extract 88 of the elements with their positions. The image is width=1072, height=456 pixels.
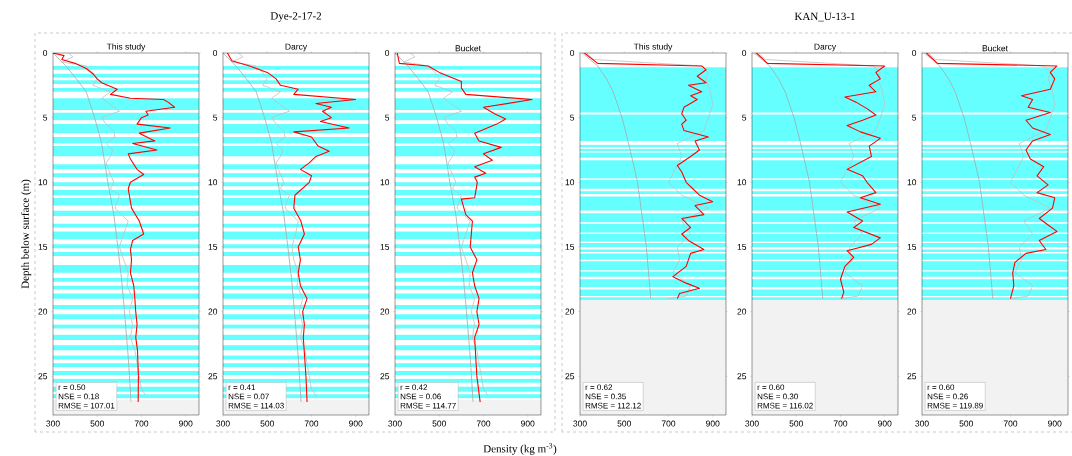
annotation: NSE = 0.35: [585, 393, 626, 400]
x-tick-label: 900: [706, 420, 720, 427]
y-tick-label: 15: [907, 243, 917, 250]
y-tick-label: 5: [213, 114, 218, 121]
y-tick-label: 25: [208, 373, 218, 380]
x-tick-label: 700: [134, 420, 149, 427]
x-tick-label: 900: [179, 420, 193, 427]
y-tick-label: 0: [570, 50, 575, 57]
annotation: RMSE = 107.01: [58, 402, 115, 409]
annotation: RMSE = 116.02: [757, 402, 813, 409]
x-tick-label: 500: [959, 420, 973, 427]
x-tick-label: 500: [432, 420, 446, 427]
x-tick-label: 300: [388, 420, 402, 427]
y-tick-label: 20: [737, 308, 747, 315]
x-tick-label: 900: [521, 420, 535, 427]
y-tick-label: 5: [570, 114, 575, 121]
y-tick-label: 15: [208, 243, 218, 250]
annotation: RMSE = 114.03: [228, 402, 284, 409]
y-tick-label: 20: [565, 308, 575, 315]
x-tick-label: 300: [915, 420, 929, 427]
x-tick-label: 700: [476, 420, 491, 427]
annotation: r = 0.60: [927, 384, 955, 391]
x-tick-label: 900: [349, 420, 363, 427]
y-tick-label: 5: [43, 114, 48, 121]
annotation: RMSE = 114.77: [400, 402, 456, 409]
y-tick-label: 20: [208, 308, 218, 315]
y-tick-label: 10: [380, 179, 390, 186]
y-tick-label: 15: [380, 243, 390, 250]
y-tick-label: 20: [38, 308, 48, 315]
x-tick-label: 700: [833, 420, 848, 427]
y-tick-label: 0: [742, 50, 747, 57]
chart-title: This study: [106, 43, 146, 52]
annotation: RMSE = 119.89: [927, 402, 983, 409]
x-tick-label: 900: [1048, 420, 1062, 427]
x-tick-label: 300: [573, 420, 587, 427]
chart-subtitle: Dye-2-17-2: [270, 12, 322, 22]
chart-title: Darcy: [814, 43, 837, 52]
y-tick-label: 20: [380, 308, 390, 315]
y-tick-label: 5: [385, 114, 390, 121]
y-tick-label: 0: [912, 50, 917, 57]
x-axis-title: Density (kg m$^{-3}$): [483, 443, 557, 455]
y-tick-label: 5: [912, 114, 917, 121]
y-axis-title: Depth below surface (m): [21, 179, 32, 289]
annotation: NSE = 0.30: [757, 393, 798, 400]
x-tick-label: 900: [878, 420, 892, 427]
y-tick-label: 25: [737, 373, 747, 380]
y-tick-label: 15: [737, 243, 747, 250]
x-tick-label: 500: [90, 420, 104, 427]
x-tick-label: 500: [617, 420, 631, 427]
y-tick-label: 15: [38, 243, 48, 250]
annotation: RMSE = 112.12: [585, 402, 641, 409]
y-tick-label: 25: [907, 373, 917, 380]
annotation: NSE = 0.07: [228, 393, 269, 400]
y-tick-label: 25: [38, 373, 48, 380]
y-tick-label: 0: [385, 50, 390, 57]
annotation: r = 0.41: [228, 384, 256, 391]
y-tick-label: 25: [565, 373, 575, 380]
annotation: NSE = 0.06: [400, 393, 441, 400]
chart-title: Bucket: [982, 45, 1008, 52]
y-tick-label: 10: [208, 179, 218, 186]
y-tick-label: 10: [38, 179, 48, 186]
annotation: NSE = 0.26: [927, 393, 968, 400]
x-tick-label: 300: [46, 420, 60, 427]
x-tick-label: 500: [260, 420, 274, 427]
x-tick-label: 300: [216, 420, 230, 427]
y-tick-label: 20: [907, 308, 917, 315]
chart-subtitle: KAN_U-13-1: [794, 12, 855, 22]
y-tick-label: 0: [43, 50, 48, 57]
annotation: r = 0.50: [58, 384, 86, 391]
y-tick-label: 5: [742, 114, 747, 121]
x-tick-label: 700: [304, 420, 319, 427]
x-tick-label: 700: [1003, 420, 1018, 427]
chart-title: Bucket: [455, 45, 481, 52]
y-tick-label: 10: [565, 179, 575, 186]
y-tick-label: 15: [565, 243, 575, 250]
x-tick-label: 500: [789, 420, 803, 427]
annotation: NSE = 0.18: [58, 393, 99, 400]
chart-title: Darcy: [285, 43, 308, 52]
annotation: r = 0.62: [585, 384, 613, 391]
annotation: r = 0.60: [757, 384, 785, 391]
y-tick-label: 10: [737, 179, 747, 186]
y-tick-label: 25: [380, 373, 390, 380]
x-tick-label: 700: [661, 420, 676, 427]
annotation: r = 0.42: [400, 384, 428, 391]
x-tick-label: 300: [745, 420, 759, 427]
y-tick-label: 0: [213, 50, 218, 57]
chart-title: This study: [633, 43, 673, 52]
y-tick-label: 10: [907, 179, 917, 186]
